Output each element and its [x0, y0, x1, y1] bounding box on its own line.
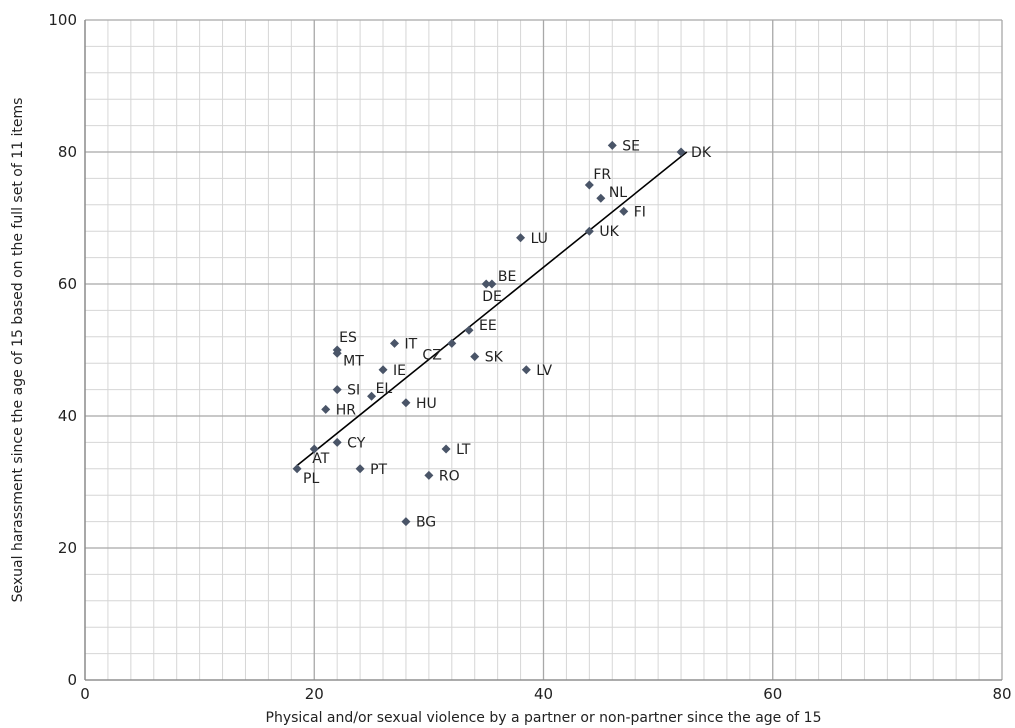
point-label-pt: PT: [370, 462, 387, 478]
point-label-sk: SK: [485, 350, 504, 366]
point-el: [367, 391, 377, 401]
point-pt: [355, 464, 365, 474]
point-ro: [424, 470, 434, 480]
point-fr: [584, 180, 594, 190]
trendline: [296, 151, 688, 467]
point-label-hu: HU: [416, 396, 437, 412]
x-tick-label: 0: [80, 685, 90, 703]
point-label-fr: FR: [593, 167, 611, 183]
point-at: [309, 444, 319, 454]
y-tick-label: 80: [58, 143, 77, 161]
point-lt: [441, 444, 451, 454]
y-tick-label: 60: [58, 275, 77, 293]
point-label-pl: PL: [303, 471, 319, 487]
point-label-ie: IE: [393, 363, 406, 379]
x-tick-labels: 0 20 40 60 80: [80, 685, 1011, 703]
point-hu: [401, 398, 411, 408]
point-label-si: SI: [347, 383, 360, 399]
point-label-el: EL: [376, 381, 393, 397]
x-tick-label: 60: [763, 685, 782, 703]
point-ee: [464, 325, 474, 335]
point-sk: [470, 352, 480, 362]
point-label-uk: UK: [599, 224, 619, 240]
point-label-dk: DK: [691, 145, 712, 161]
y-tick-label: 40: [58, 407, 77, 425]
point-nl: [596, 193, 606, 203]
point-label-es: ES: [339, 330, 357, 346]
point-label-se: SE: [622, 138, 640, 154]
point-ie: [378, 365, 388, 375]
x-tick-label: 80: [992, 685, 1011, 703]
point-bg: [401, 517, 411, 527]
point-label-lv: LV: [536, 363, 552, 379]
point-label-cy: CY: [347, 435, 366, 451]
point-label-bg: BG: [416, 515, 436, 531]
point-uk: [584, 226, 594, 236]
point-si: [332, 385, 342, 395]
x-axis-label: Physical and/or sexual violence by a par…: [266, 710, 822, 726]
point-hr: [321, 404, 331, 414]
point-label-cz: CZ: [422, 347, 441, 363]
x-tick-label: 20: [305, 685, 324, 703]
point-de: [481, 279, 491, 289]
point-label-it: IT: [404, 336, 417, 352]
point-it: [389, 338, 399, 348]
data-points: SE DK FR NL FI UK LU BE DE EE IT CZ ES MT SK IE LV SI EL HU…: [292, 138, 712, 531]
y-tick-label: 20: [58, 539, 77, 557]
point-label-hr: HR: [336, 402, 357, 418]
point-label-mt: MT: [343, 353, 364, 369]
point-label-at: AT: [312, 451, 329, 467]
point-cz: [447, 338, 457, 348]
point-label-fi: FI: [634, 204, 646, 220]
point-label-lu: LU: [531, 231, 548, 247]
point-lv: [521, 365, 531, 375]
point-cy: [332, 437, 342, 447]
axes: [84, 20, 1002, 681]
point-mt: [332, 348, 342, 358]
x-tick-label: 40: [534, 685, 553, 703]
point-label-ee: EE: [479, 318, 497, 334]
point-label-be: BE: [498, 269, 516, 285]
point-pl: [292, 464, 302, 474]
point-se: [607, 140, 617, 150]
point-label-lt: LT: [456, 442, 471, 458]
point-lu: [516, 233, 526, 243]
y-axis-label: Sexual harassment since the age of 15 ba…: [10, 98, 26, 603]
point-be: [487, 279, 497, 289]
y-tick-label: 100: [48, 11, 77, 29]
point-fi: [619, 206, 629, 216]
point-label-de: DE: [482, 289, 502, 305]
point-label-nl: NL: [609, 185, 627, 201]
y-tick-labels: 0 20 40 60 80 100: [48, 11, 77, 689]
point-dk: [676, 147, 686, 157]
trendline-group: [296, 151, 688, 467]
y-tick-label: 0: [67, 671, 77, 689]
point-label-ro: RO: [439, 468, 460, 484]
